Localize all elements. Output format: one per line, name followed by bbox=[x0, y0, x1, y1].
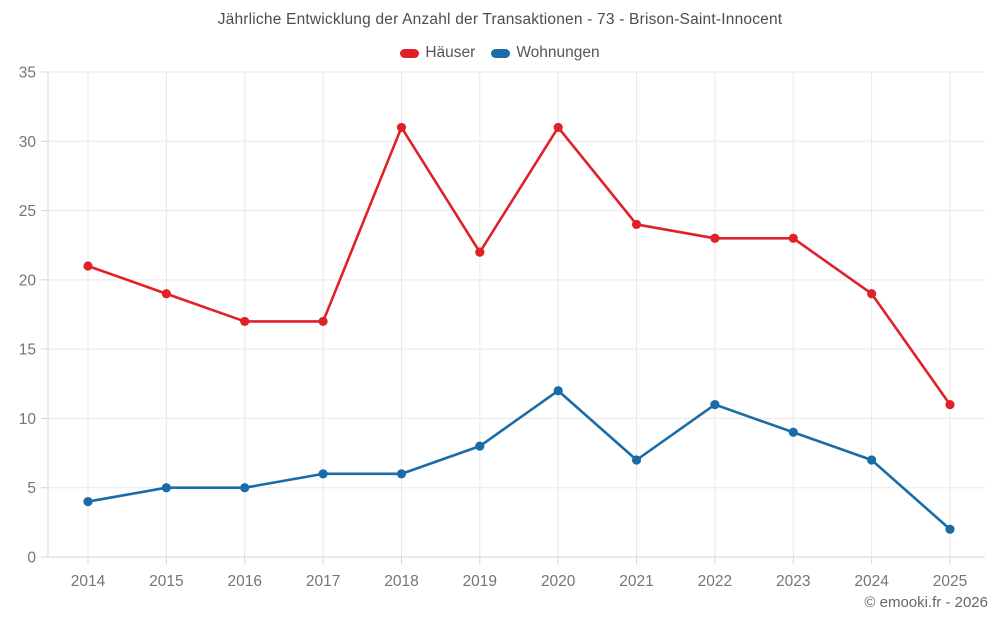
y-tick-label: 5 bbox=[27, 480, 36, 497]
x-tick-label: 2018 bbox=[384, 573, 418, 590]
data-point-wohnungen[interactable] bbox=[631, 455, 642, 465]
data-point-wohnungen[interactable] bbox=[396, 469, 407, 479]
data-point-h-user[interactable] bbox=[788, 233, 798, 243]
series-line-h-user bbox=[86, 126, 952, 406]
x-tick-label: 2016 bbox=[227, 573, 261, 590]
y-tick-label: 0 bbox=[27, 550, 36, 567]
legend-label-wohnungen: Wohnungen bbox=[516, 44, 600, 61]
legend-label-haeuser: Häuser bbox=[425, 44, 476, 61]
data-point-h-user[interactable] bbox=[83, 261, 93, 271]
y-tick-label: 20 bbox=[19, 272, 37, 289]
x-tick-label: 2024 bbox=[854, 573, 889, 590]
x-tick-label: 2022 bbox=[698, 573, 732, 590]
data-point-h-user[interactable] bbox=[867, 289, 877, 299]
x-tick-label: 2020 bbox=[541, 573, 576, 590]
x-tick-label: 2025 bbox=[933, 573, 967, 590]
legend-item-wohnungen[interactable]: Wohnungen bbox=[491, 44, 600, 62]
x-tick-label: 2017 bbox=[306, 573, 340, 590]
data-point-h-user[interactable] bbox=[396, 122, 407, 133]
y-tick-label: 30 bbox=[19, 134, 37, 151]
data-point-wohnungen[interactable] bbox=[867, 455, 877, 465]
copyright-footer: © emooki.fr - 2026 bbox=[864, 594, 988, 611]
data-point-wohnungen[interactable] bbox=[945, 524, 955, 534]
legend-swatch-wohnungen-icon bbox=[491, 48, 511, 58]
x-tick-label: 2019 bbox=[463, 573, 497, 590]
data-point-wohnungen[interactable] bbox=[553, 386, 563, 396]
x-tick-label: 2023 bbox=[776, 573, 810, 590]
data-point-h-user[interactable] bbox=[945, 399, 955, 410]
data-point-wohnungen[interactable] bbox=[318, 469, 328, 479]
series-line-wohnungen bbox=[86, 389, 952, 531]
data-point-h-user[interactable] bbox=[710, 233, 720, 243]
data-point-wohnungen[interactable] bbox=[475, 441, 485, 451]
data-point-h-user[interactable] bbox=[318, 316, 328, 327]
data-point-h-user[interactable] bbox=[475, 247, 485, 257]
y-tick-label: 15 bbox=[19, 342, 36, 359]
chart-title: Jährliche Entwicklung der Anzahl der Tra… bbox=[217, 11, 783, 28]
data-point-h-user[interactable] bbox=[240, 316, 250, 327]
data-point-wohnungen[interactable] bbox=[240, 483, 250, 493]
y-tick-label: 35 bbox=[19, 65, 36, 82]
data-point-h-user[interactable] bbox=[161, 289, 171, 299]
y-tick-label: 25 bbox=[19, 203, 36, 220]
data-point-wohnungen[interactable] bbox=[788, 427, 798, 437]
data-point-wohnungen[interactable] bbox=[83, 496, 93, 507]
data-point-wohnungen[interactable] bbox=[710, 399, 720, 410]
y-tick-label: 10 bbox=[19, 411, 37, 428]
x-tick-label: 2015 bbox=[149, 573, 183, 590]
legend-item-haeuser[interactable]: Häuser bbox=[400, 44, 475, 62]
data-point-wohnungen[interactable] bbox=[161, 483, 171, 493]
x-tick-label: 2014 bbox=[71, 573, 106, 590]
data-point-h-user[interactable] bbox=[631, 219, 642, 230]
chart-legend: Häuser Wohnungen bbox=[0, 44, 1000, 62]
data-point-h-user[interactable] bbox=[553, 122, 563, 133]
legend-swatch-haeuser-icon bbox=[400, 48, 420, 58]
x-tick-label: 2021 bbox=[619, 573, 653, 590]
